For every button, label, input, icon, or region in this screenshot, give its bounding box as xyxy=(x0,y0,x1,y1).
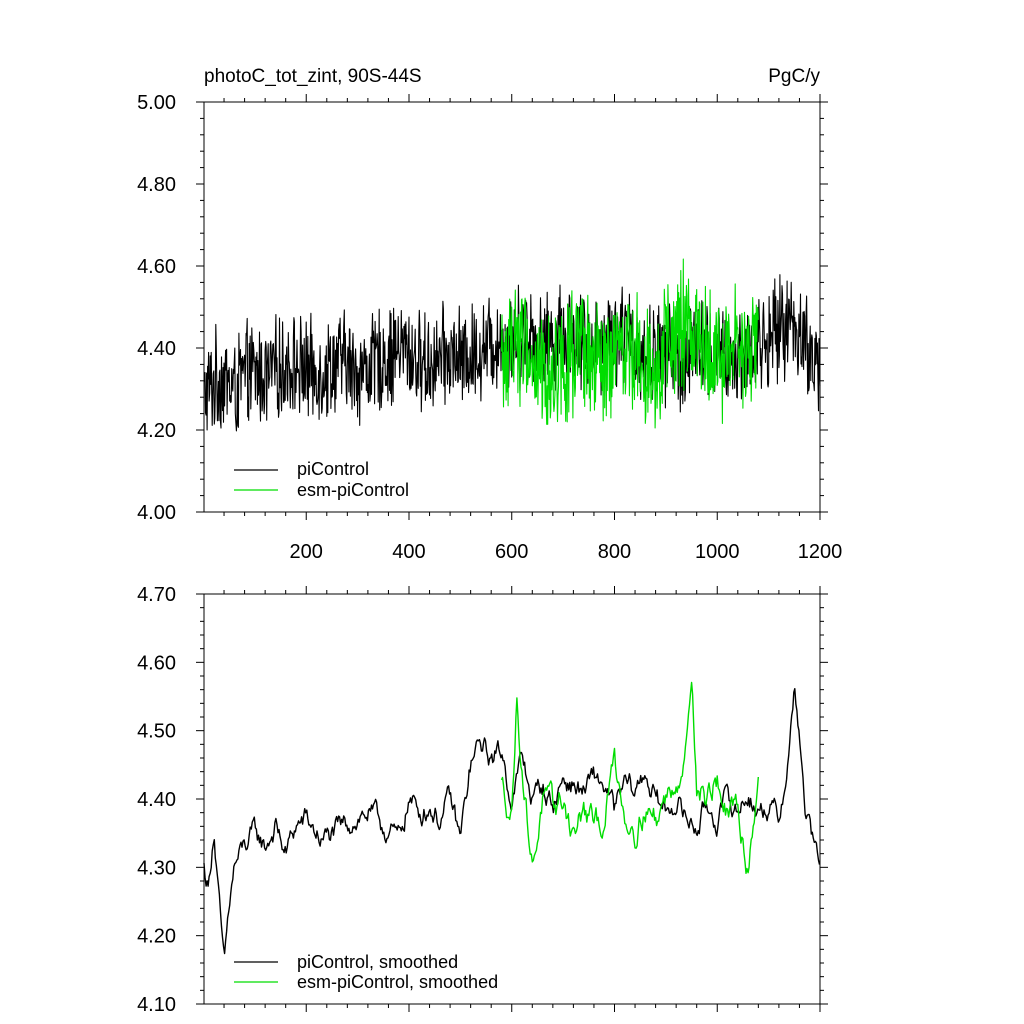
legend-label-picontrol: piControl xyxy=(297,459,369,479)
y-tick-label: 4.80 xyxy=(137,174,176,196)
y-tick-label: 4.60 xyxy=(137,256,176,278)
y-tick-label: 4.20 xyxy=(137,926,176,948)
x-tick-label: 1200 xyxy=(798,541,843,563)
smoothed-picontrol-line xyxy=(203,688,821,955)
y-tick-label: 4.40 xyxy=(137,338,176,360)
x-tick-label: 1000 xyxy=(695,541,740,563)
bottom-panel-legend: piControl, smoothed esm-piControl, smoot… xyxy=(234,952,498,992)
top-panel-frame xyxy=(203,101,821,513)
bottom-panel-series xyxy=(203,681,821,955)
raw-esm-picontrol-line xyxy=(500,258,759,429)
bottom-panel-smoothed-timeseries: 4.10 4.20 4.30 4.40 4.50 4.60 4.70 piControl, … xyxy=(137,584,828,1016)
legend-label-esm-picontrol: esm-piControl xyxy=(297,480,409,500)
bottom-panel-ticks: 4.10 4.20 4.30 4.40 4.50 4.60 4.70 xyxy=(137,584,828,1016)
y-tick-label: 4.10 xyxy=(137,994,176,1016)
top-panel-raw-timeseries: 4.00 4.20 4.40 4.60 4.80 5.00 200 400 600 800 1000… xyxy=(137,92,842,563)
plot-units: PgC/y xyxy=(768,66,820,87)
y-tick-label: 4.20 xyxy=(137,420,176,442)
x-tick-label: 600 xyxy=(495,541,528,563)
x-tick-label: 800 xyxy=(598,541,631,563)
y-tick-label: 4.50 xyxy=(137,721,176,743)
legend-label-picontrol-smoothed: piControl, smoothed xyxy=(297,952,458,972)
x-tick-label: 200 xyxy=(290,541,323,563)
y-tick-label: 5.00 xyxy=(137,92,176,114)
legend-label-esm-picontrol-smoothed: esm-piControl, smoothed xyxy=(297,972,498,992)
smoothed-esm-picontrol-line xyxy=(500,681,759,874)
top-panel-series xyxy=(203,258,821,432)
plot-title: photoC_tot_zint, 90S-44S xyxy=(204,66,422,87)
y-tick-label: 4.70 xyxy=(137,584,176,606)
top-panel-legend: piControl esm-piControl xyxy=(234,459,409,500)
y-tick-label: 4.60 xyxy=(137,652,176,674)
bottom-panel-frame xyxy=(203,593,821,1005)
y-tick-label: 4.30 xyxy=(137,857,176,879)
top-panel-ticks: 4.00 4.20 4.40 4.60 4.80 5.00 200 400 600 800 1000… xyxy=(137,92,842,563)
y-tick-label: 4.40 xyxy=(137,789,176,811)
x-tick-label: 400 xyxy=(392,541,425,563)
y-tick-label: 4.00 xyxy=(137,502,176,524)
